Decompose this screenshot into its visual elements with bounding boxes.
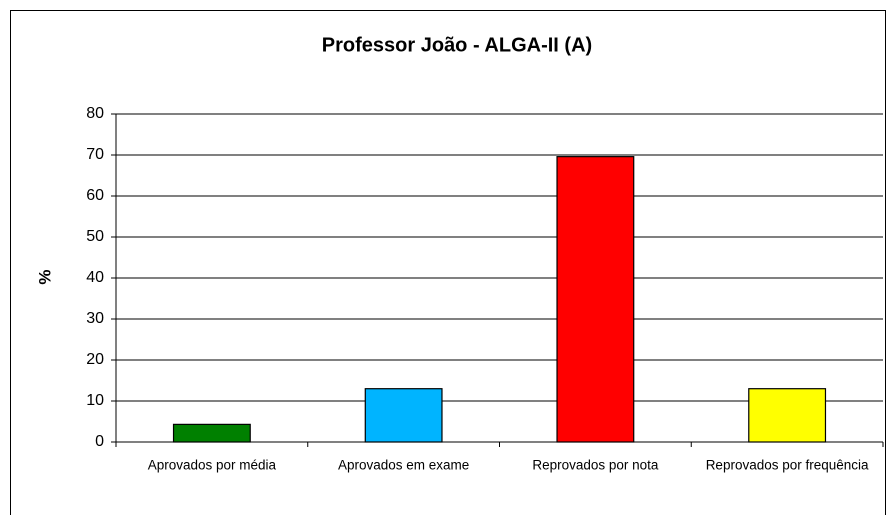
y-tick-label: 50 [86, 228, 104, 245]
bar [748, 388, 827, 443]
bar [556, 156, 635, 443]
y-tick-label: 0 [95, 433, 104, 450]
y-tick-label: 70 [86, 146, 104, 163]
y-tick-label: 30 [86, 310, 104, 327]
x-tick-label: Reprovados por nota [532, 458, 659, 473]
bar [364, 388, 443, 443]
y-axis-label: % [35, 269, 54, 284]
y-tick-label: 80 [86, 105, 104, 122]
y-tick-label: 60 [86, 187, 104, 204]
y-tick-label: 10 [86, 392, 104, 409]
chart-title: Professor João - ALGA-II (A) [322, 34, 592, 56]
x-tick-label: Aprovados por média [148, 458, 277, 473]
y-tick-label: 20 [86, 351, 104, 368]
y-tick-label: 40 [86, 269, 104, 286]
x-tick-label: Reprovados por frequência [706, 458, 869, 473]
bar [172, 423, 251, 443]
chart-frame [10, 10, 886, 515]
x-tick-label: Aprovados em exame [338, 458, 469, 473]
